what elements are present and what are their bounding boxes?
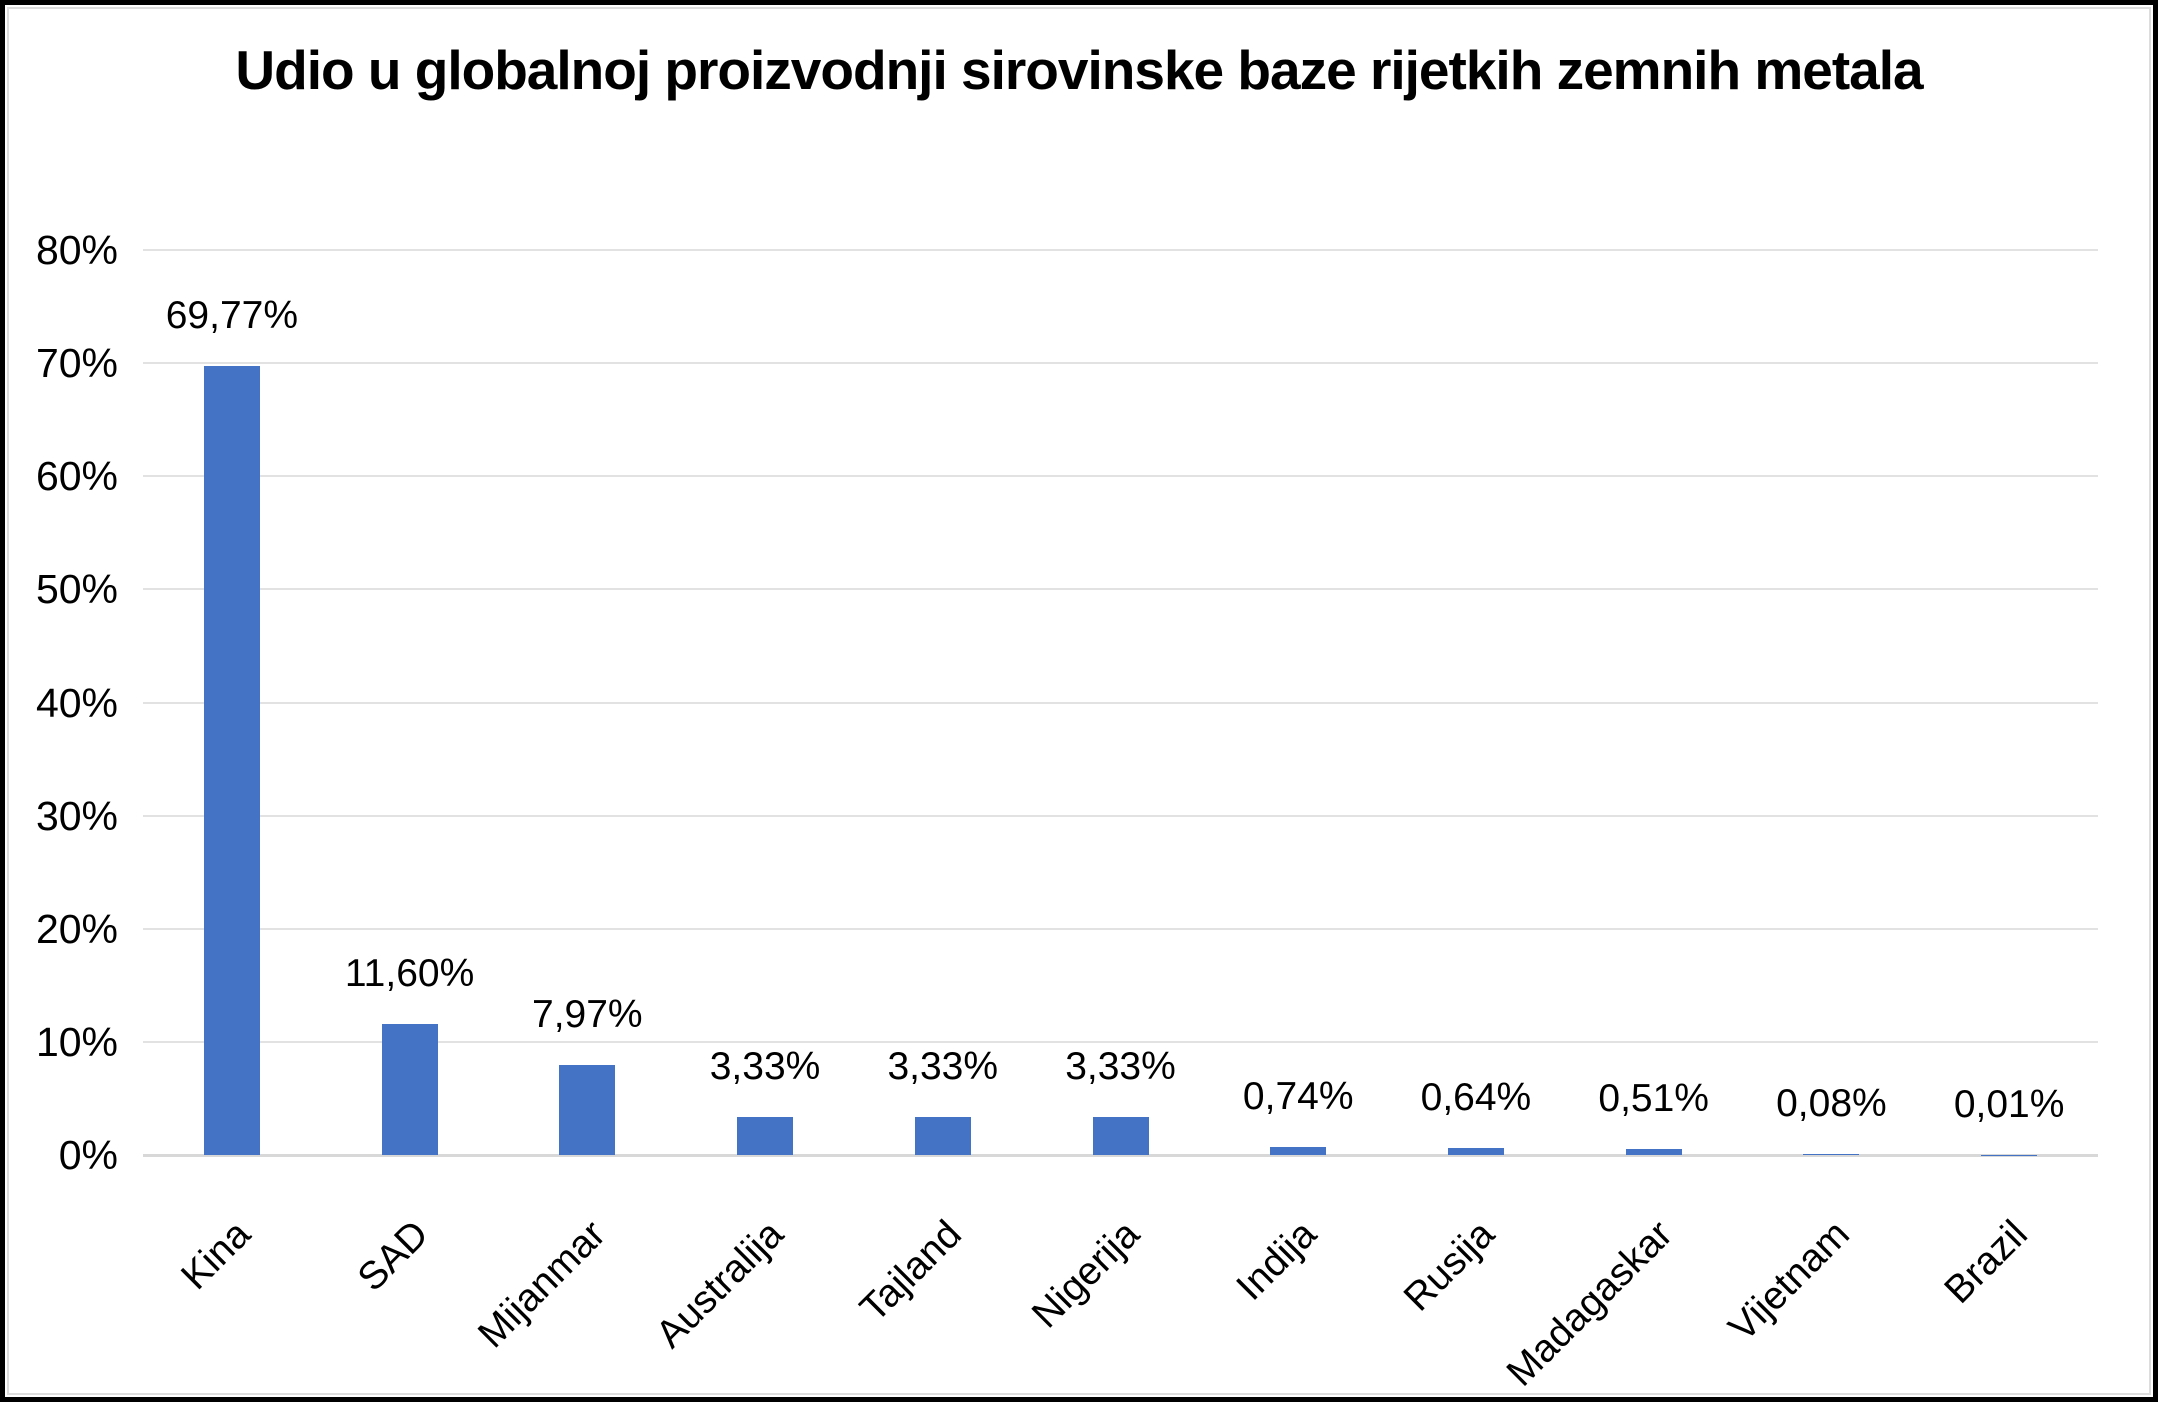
data-label: 3,33% xyxy=(709,1045,821,1089)
data-label: 7,97% xyxy=(532,992,643,1036)
gridline xyxy=(143,249,2098,251)
y-tick-label: 30% xyxy=(35,792,118,839)
bar-rusija xyxy=(1447,1147,1504,1155)
y-axis: 0% 10% 20% 30% 40% 50% 60% 70% 80% xyxy=(0,227,118,1178)
x-axis: Kina SAD Mijanmar Australija Tajland Nigerija… xyxy=(143,1179,2098,1399)
bar-nigerija xyxy=(1092,1117,1149,1155)
gridline xyxy=(143,814,2098,817)
chart-title: Udio u globalnoj proizvodnji sirovinske … xyxy=(0,34,2158,107)
data-label: 0,74% xyxy=(1242,1074,1354,1118)
y-tick-label: 20% xyxy=(35,905,118,952)
data-label: 0,08% xyxy=(1776,1082,1887,1126)
y-tick-label: 40% xyxy=(35,679,118,726)
data-label: 3,33% xyxy=(887,1045,999,1089)
bar-australija xyxy=(737,1117,794,1155)
bar-kina xyxy=(203,365,260,1155)
bar-indija xyxy=(1270,1146,1327,1155)
data-label: 0,64% xyxy=(1420,1075,1532,1119)
x-tick-label-kina: Kina xyxy=(173,1212,259,1299)
y-tick-label: 0% xyxy=(58,1132,118,1178)
data-label: 69,77% xyxy=(165,293,299,337)
data-label: 3,33% xyxy=(1065,1045,1176,1089)
plot-area: 69,77% 11,60% 7,97% 3,33% 3,33% 3,33% 0,74% 0,6… xyxy=(143,249,2098,1157)
y-tick-label: 70% xyxy=(35,340,118,387)
x-axis-line xyxy=(143,1154,2098,1157)
y-tick-label: 60% xyxy=(35,453,118,500)
bar-tajland xyxy=(914,1117,971,1155)
gridline xyxy=(143,362,2098,365)
gridline xyxy=(143,588,2098,591)
gridline xyxy=(143,927,2098,930)
data-label: 0,51% xyxy=(1598,1077,1709,1121)
gridline xyxy=(143,1040,2098,1043)
bar-vijetnam xyxy=(1803,1154,1860,1155)
bar-madagaskar xyxy=(1625,1149,1682,1155)
y-tick-label: 50% xyxy=(35,566,118,613)
data-label: 0,01% xyxy=(1953,1082,2065,1126)
gridline xyxy=(143,475,2098,478)
gridline xyxy=(143,701,2098,704)
bar-sad xyxy=(381,1023,438,1155)
chart-title-text: Udio u globalnoj proizvodnji sirovinske … xyxy=(235,39,1923,101)
bar-mijanmar xyxy=(559,1064,616,1155)
data-label: 11,60% xyxy=(344,951,475,995)
y-tick-label: 10% xyxy=(35,1018,118,1065)
y-tick-label: 80% xyxy=(35,227,118,273)
